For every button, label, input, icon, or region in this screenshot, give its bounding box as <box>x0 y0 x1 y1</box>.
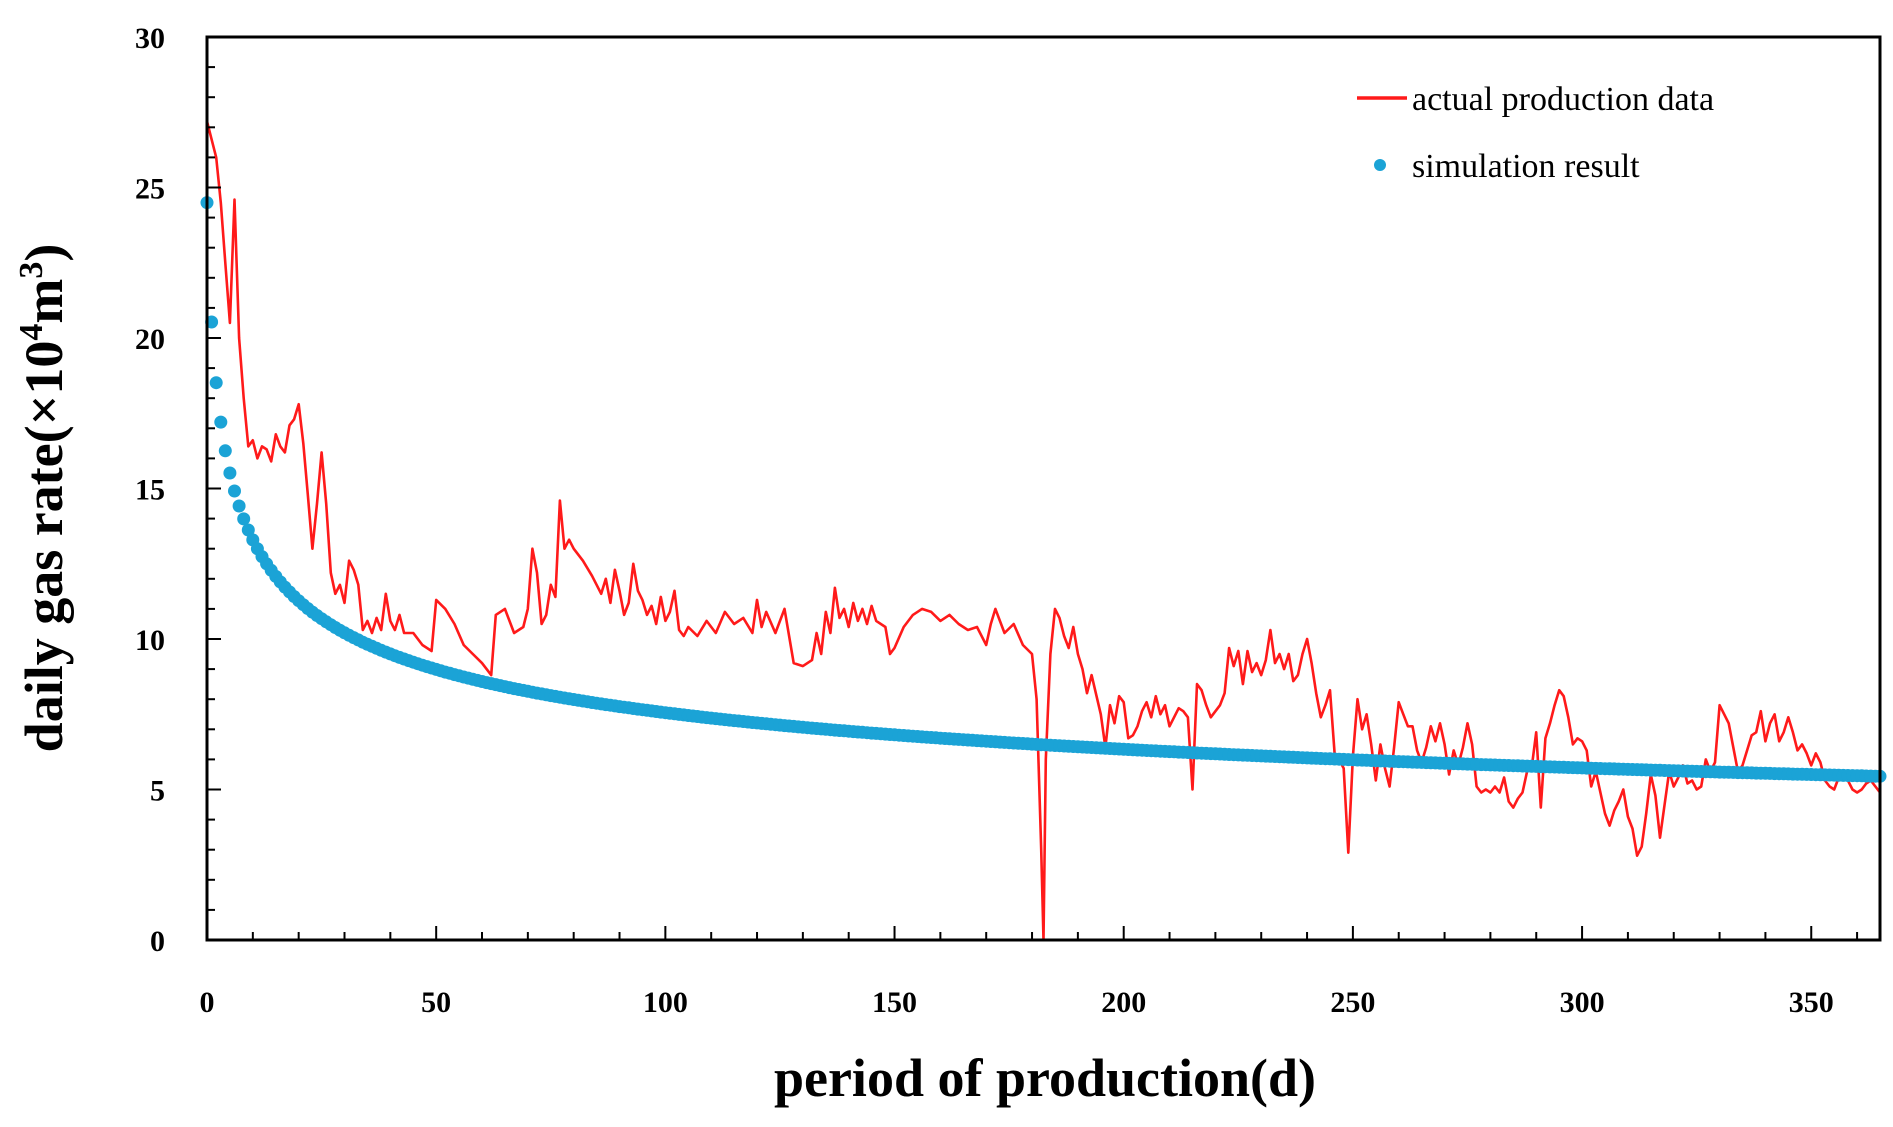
simulation-point <box>232 499 246 513</box>
x-tick-label: 150 <box>872 986 917 1019</box>
simulation-point <box>223 466 237 480</box>
y-axis-title-end: ) <box>14 244 74 262</box>
simulation-point <box>241 523 255 537</box>
y-axis-title: daily gas rate(×104m3) <box>13 244 74 753</box>
y-tick-label: 10 <box>135 624 165 657</box>
legend-actual-label: actual production data <box>1412 81 1714 118</box>
simulation-point <box>214 415 228 429</box>
x-tick-label: 50 <box>421 986 451 1019</box>
x-axis-title: period of production(d) <box>774 1048 1316 1108</box>
y-tick-label: 30 <box>135 22 165 55</box>
legend-simulation-swatch <box>1374 159 1386 171</box>
x-tick-labels: 0 50 100 150 200 250 300 350 <box>200 986 1834 1019</box>
y-tick-label: 5 <box>150 775 165 808</box>
x-tick-label: 300 <box>1560 986 1605 1019</box>
x-tick-label: 100 <box>643 986 688 1019</box>
simulation-point <box>237 512 251 526</box>
y-axis-title-sup2: 3 <box>13 262 50 279</box>
y-axis-title-mid: m <box>14 279 74 324</box>
y-axis-title-sup1: 4 <box>13 324 50 341</box>
simulation-point <box>209 376 223 390</box>
actual-production-line <box>207 120 1880 940</box>
y-tick-label: 25 <box>135 173 165 206</box>
simulation-point <box>218 444 232 458</box>
x-tick-label: 0 <box>200 986 215 1019</box>
axis-ticks <box>206 36 1859 941</box>
legend-simulation-label: simulation result <box>1412 148 1640 185</box>
legend: actual production data simulation result <box>1357 81 1714 185</box>
y-axis-title-main: daily gas rate(×10 <box>14 341 74 753</box>
simulation-point <box>228 484 241 498</box>
x-tick-label: 350 <box>1789 986 1834 1019</box>
y-tick-label: 15 <box>135 474 165 507</box>
x-tick-label: 200 <box>1101 986 1146 1019</box>
y-tick-labels: 0 5 10 15 20 25 30 <box>135 22 165 958</box>
y-tick-label: 20 <box>135 323 165 356</box>
x-tick-label: 250 <box>1330 986 1375 1019</box>
plot-area <box>200 120 1887 940</box>
y-tick-label: 0 <box>150 925 165 958</box>
